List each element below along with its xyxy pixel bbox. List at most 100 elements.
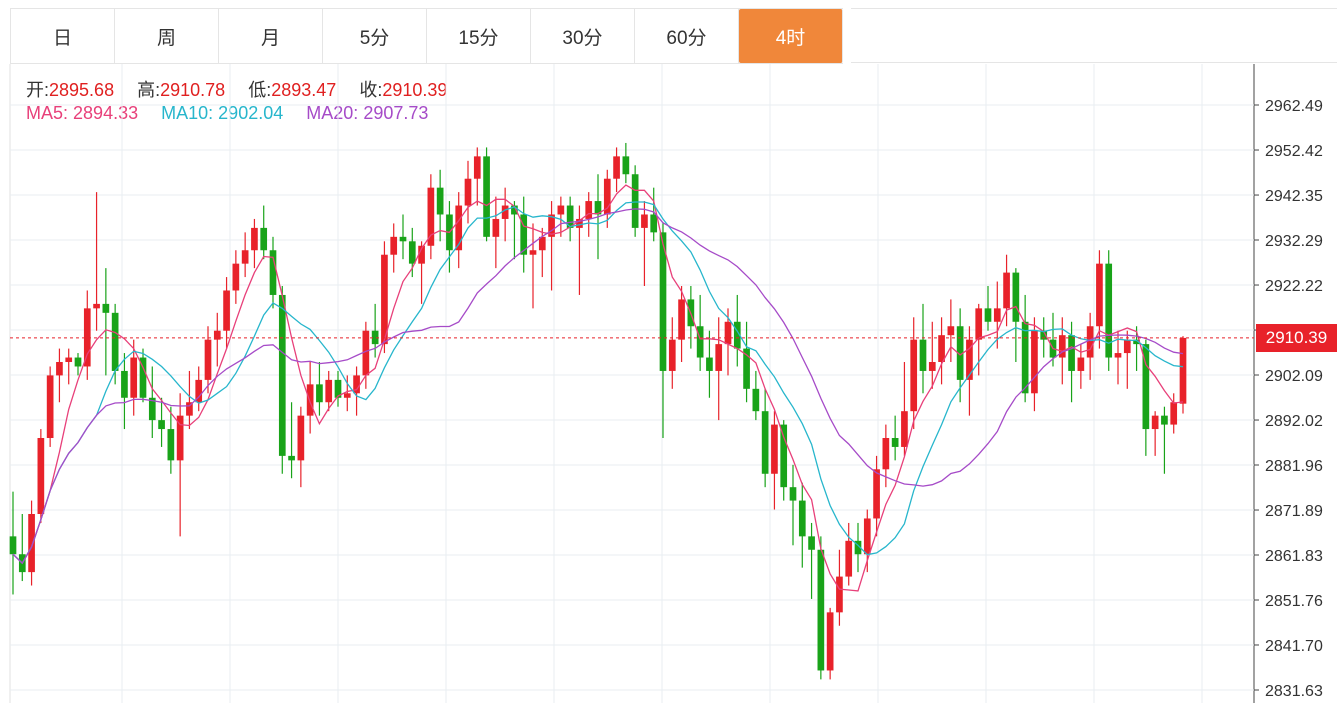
candle-body (381, 254, 388, 345)
y-tick-label: 2952.42 (1265, 143, 1323, 160)
ma20-label: MA20: (306, 103, 359, 123)
tab-2[interactable]: 月 (219, 9, 323, 63)
candle-body (260, 227, 268, 251)
candle-body (139, 357, 147, 398)
candle-body (343, 393, 351, 398)
candle-body (241, 250, 249, 264)
candle-body (659, 232, 667, 371)
candle-body (1058, 335, 1066, 358)
candle-body (1123, 339, 1131, 354)
close-value: 2910.39 (382, 80, 448, 100)
candle-body (863, 518, 871, 555)
tab-3[interactable]: 5分 (323, 9, 427, 63)
candle-body (232, 263, 240, 291)
candle-body (1179, 337, 1187, 404)
ma5-label: MA5: (26, 103, 69, 123)
candle-body (724, 321, 732, 345)
candle-body (1012, 272, 1020, 322)
candle-body (204, 339, 212, 380)
candle-body (938, 335, 945, 363)
y-tick-label: 2841.70 (1265, 638, 1323, 655)
close-label: 收: (359, 80, 383, 100)
tab-0[interactable]: 日 (11, 9, 115, 63)
candle-body (1021, 321, 1029, 394)
y-tick-label: 2851.76 (1265, 593, 1323, 610)
candle-body (353, 375, 360, 394)
candle-body (548, 214, 555, 237)
candle-body (826, 612, 834, 671)
candle-body (186, 402, 193, 416)
candle-body (733, 321, 741, 349)
high-label: 高: (137, 80, 161, 100)
candle-body (511, 205, 518, 215)
candle-body (223, 290, 230, 331)
candle-body (102, 303, 110, 313)
candle-body (789, 487, 797, 501)
tab-5[interactable]: 30分 (531, 9, 635, 63)
low-label: 低: (248, 80, 272, 100)
candle-body (148, 397, 156, 421)
candle-body (529, 250, 537, 255)
candle-body (1114, 353, 1122, 358)
candle-body (585, 201, 593, 219)
y-tick-label: 2881.96 (1265, 458, 1323, 475)
candle-body (947, 326, 955, 336)
tab-1[interactable]: 周 (115, 9, 219, 63)
candle-body (993, 308, 1001, 322)
candle-body (427, 187, 435, 246)
candle-body (668, 339, 676, 371)
last-price-tag: 2910.39 (1256, 323, 1337, 352)
candle-body (873, 469, 880, 519)
candle-body (984, 308, 992, 322)
candle-body (1031, 330, 1038, 394)
candle-body (557, 205, 565, 215)
candle-body (483, 156, 490, 237)
candle-body (28, 513, 35, 573)
candle-body (297, 415, 305, 461)
candle-body (910, 339, 918, 412)
candle-body (566, 205, 574, 228)
candle-body (371, 330, 379, 345)
candle-body (167, 429, 175, 461)
candle-body (408, 241, 416, 264)
candle-body (213, 330, 221, 340)
candle-body (836, 576, 843, 613)
candle-body (1133, 339, 1140, 345)
candle-body (1170, 402, 1178, 425)
candle-body (306, 384, 314, 416)
tab-7[interactable]: 4时 (739, 9, 843, 63)
candle-body (771, 424, 778, 474)
candle-body (46, 375, 54, 439)
candle-body (1151, 415, 1159, 430)
ma20-line (12, 208, 1184, 565)
candle-body (492, 218, 500, 237)
candle-body (176, 415, 184, 461)
candle-body (1096, 263, 1103, 327)
candle-body (269, 250, 277, 295)
candle-body (1105, 263, 1113, 358)
y-tick-label: 2831.63 (1265, 683, 1323, 700)
candle-body (464, 178, 472, 206)
candle-body (817, 549, 825, 671)
candle-body (975, 308, 983, 340)
candle-body (1086, 326, 1094, 358)
candle-body (631, 174, 639, 228)
ma20-value: 2907.73 (363, 103, 429, 123)
candle-body (538, 236, 546, 251)
tab-4[interactable]: 15分 (427, 9, 531, 63)
candle-body (641, 214, 648, 228)
tab-6[interactable]: 60分 (635, 9, 739, 63)
candle-body (891, 438, 899, 447)
candle-body (780, 424, 788, 488)
y-tick-label: 2892.02 (1265, 413, 1323, 430)
candle-body (473, 156, 481, 179)
candle-body (882, 438, 890, 470)
low-value: 2893.47 (271, 80, 337, 100)
y-tick-label: 2942.35 (1265, 188, 1323, 205)
ma10-value: 2902.04 (218, 103, 284, 123)
candle-body (195, 379, 203, 403)
candle-body (919, 339, 927, 371)
candle-body (854, 540, 862, 555)
candle-body (650, 214, 658, 233)
